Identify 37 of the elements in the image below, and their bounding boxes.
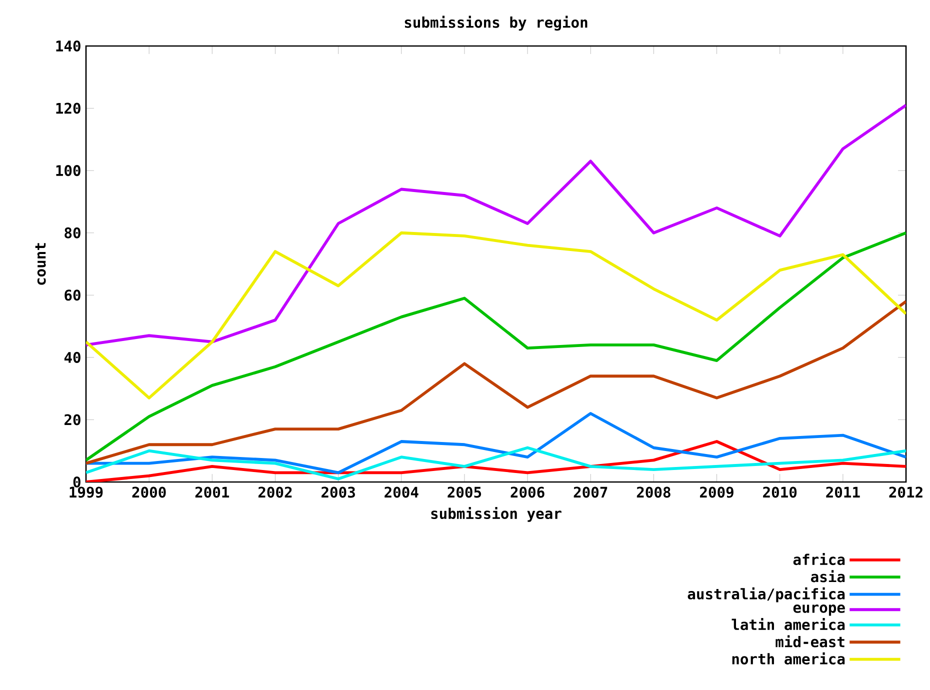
x-tick-label: 2010 (763, 486, 797, 498)
x-tick-label: 2007 (574, 486, 608, 498)
legend-label: mid-east (776, 635, 844, 648)
x-tick-label: 2011 (826, 486, 860, 498)
x-tick-label: 2008 (636, 486, 670, 498)
y-axis-title: count (35, 243, 46, 285)
legend-label: latin america (732, 618, 845, 630)
x-tick-label: 2006 (510, 486, 544, 498)
x-tick-label: 1999 (70, 486, 103, 498)
x-tick-label: 2004 (384, 486, 418, 498)
x-tick-label: 2003 (322, 486, 355, 498)
x-tick-label: 2000 (132, 486, 166, 498)
chart-title: submissions by region (404, 16, 588, 31)
x-tick-label: 2012 (889, 486, 922, 498)
x-tick-label: 2009 (700, 486, 734, 498)
line-series (86, 231, 906, 462)
line-series (86, 412, 906, 474)
y-tick-label: 80 (64, 227, 80, 238)
legend-label: africa (793, 552, 845, 566)
y-tick-label: 140 (56, 40, 80, 52)
y-tick-label: 100 (56, 165, 80, 176)
line-series (86, 104, 906, 346)
line-series (86, 231, 906, 400)
x-tick-label: 2002 (258, 486, 292, 498)
y-tick-label: 20 (64, 414, 80, 426)
y-tick-label: 120 (56, 102, 80, 114)
legend-label: asia (810, 570, 845, 582)
y-tick-label: 40 (64, 352, 80, 363)
x-tick-label: 2001 (195, 486, 230, 498)
legend-label: europe (793, 604, 845, 616)
line-series (86, 300, 906, 465)
x-axis-title: submission year (431, 506, 562, 522)
legend-label: australia/pacifica (688, 587, 845, 602)
legend-label: north america (732, 652, 845, 664)
y-tick-label: 0 (73, 476, 80, 488)
x-tick-label: 2005 (448, 486, 482, 498)
y-tick-label: 60 (64, 290, 80, 301)
